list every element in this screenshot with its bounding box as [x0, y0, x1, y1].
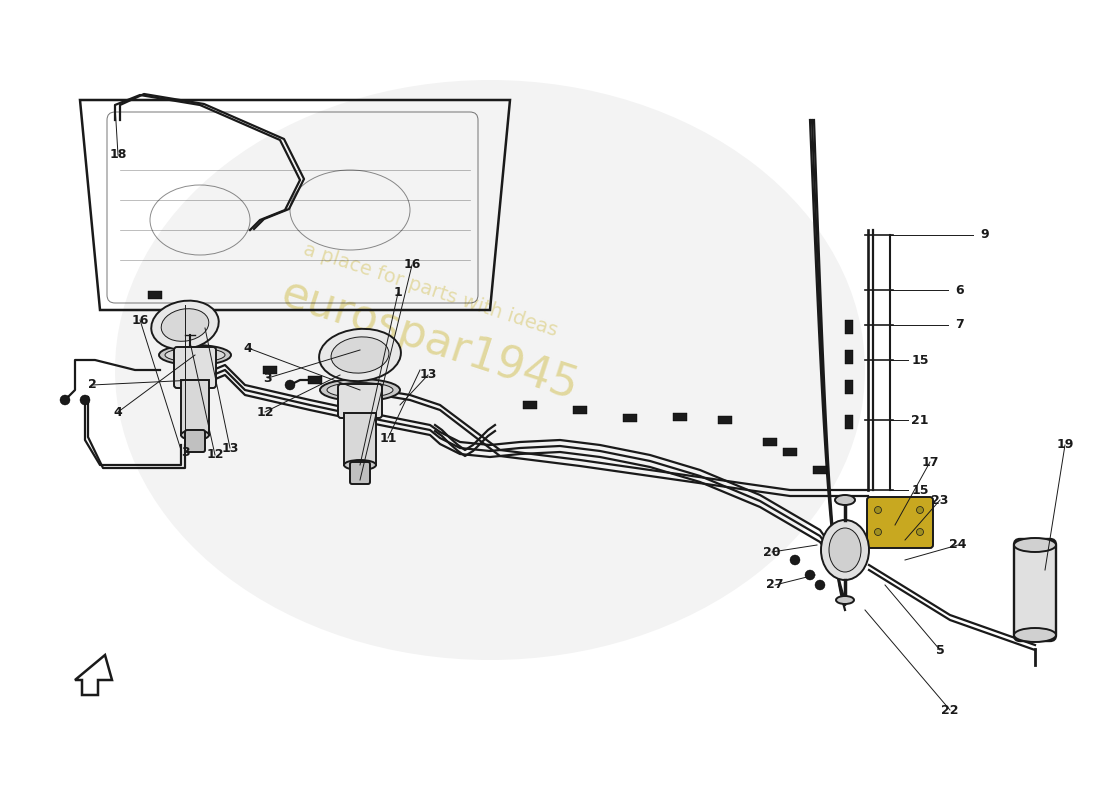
Ellipse shape: [1014, 628, 1056, 642]
Text: 4: 4: [113, 406, 122, 418]
Ellipse shape: [319, 329, 400, 381]
FancyBboxPatch shape: [338, 384, 382, 418]
Bar: [763, 438, 777, 446]
Text: 15: 15: [911, 483, 928, 497]
Ellipse shape: [165, 348, 226, 362]
Text: a place for parts with ideas: a place for parts with ideas: [300, 240, 560, 340]
Circle shape: [815, 580, 825, 590]
Circle shape: [285, 380, 295, 390]
Text: 3: 3: [180, 446, 189, 458]
Bar: [182, 380, 209, 435]
FancyBboxPatch shape: [1014, 539, 1056, 641]
Text: 7: 7: [956, 318, 965, 331]
Ellipse shape: [836, 596, 854, 604]
Bar: [522, 401, 537, 409]
Text: 24: 24: [949, 538, 967, 551]
Circle shape: [805, 570, 815, 580]
Ellipse shape: [162, 309, 209, 342]
Ellipse shape: [835, 495, 855, 505]
Text: 3: 3: [264, 371, 273, 385]
Text: 1: 1: [394, 286, 403, 299]
Text: 4: 4: [243, 342, 252, 354]
Ellipse shape: [1014, 538, 1056, 552]
Ellipse shape: [160, 345, 231, 365]
Bar: [573, 406, 587, 414]
Ellipse shape: [821, 520, 869, 580]
Ellipse shape: [116, 80, 865, 660]
FancyBboxPatch shape: [867, 497, 933, 548]
Circle shape: [790, 555, 800, 565]
Bar: [673, 413, 688, 421]
Circle shape: [916, 529, 924, 535]
Text: 12: 12: [256, 406, 274, 418]
Ellipse shape: [331, 337, 389, 373]
Text: 11: 11: [379, 431, 397, 445]
Bar: [813, 466, 827, 474]
Text: 16: 16: [131, 314, 149, 326]
FancyBboxPatch shape: [185, 430, 205, 452]
Text: 15: 15: [911, 354, 928, 366]
Circle shape: [916, 506, 924, 514]
Text: eurospar1945: eurospar1945: [276, 272, 584, 408]
Text: 12: 12: [207, 449, 223, 462]
Bar: [845, 320, 853, 334]
Text: 5: 5: [936, 643, 945, 657]
Circle shape: [874, 506, 881, 514]
Polygon shape: [75, 655, 112, 695]
Ellipse shape: [182, 430, 209, 440]
FancyBboxPatch shape: [350, 462, 370, 484]
Text: 18: 18: [109, 149, 126, 162]
Bar: [845, 380, 853, 394]
Text: 16: 16: [404, 258, 420, 271]
Bar: [783, 448, 798, 456]
Text: 21: 21: [911, 414, 928, 426]
Circle shape: [80, 395, 90, 405]
Ellipse shape: [152, 301, 219, 350]
Ellipse shape: [829, 528, 861, 572]
Circle shape: [60, 395, 70, 405]
Text: 17: 17: [922, 455, 938, 469]
Bar: [845, 350, 853, 364]
Bar: [623, 414, 637, 422]
Bar: [344, 413, 376, 465]
Bar: [845, 415, 853, 429]
Bar: [263, 366, 277, 374]
Text: 13: 13: [419, 369, 437, 382]
FancyBboxPatch shape: [174, 347, 216, 388]
Bar: [308, 376, 322, 384]
Text: 23: 23: [932, 494, 948, 506]
Text: 6: 6: [956, 283, 965, 297]
Bar: [718, 416, 732, 424]
Text: 20: 20: [763, 546, 781, 558]
Text: 27: 27: [767, 578, 783, 591]
Circle shape: [874, 529, 881, 535]
Bar: [148, 291, 162, 299]
Ellipse shape: [344, 460, 376, 470]
Ellipse shape: [320, 379, 400, 401]
Text: 19: 19: [1056, 438, 1074, 451]
Text: 13: 13: [221, 442, 239, 454]
Text: 2: 2: [88, 378, 97, 391]
Text: 9: 9: [981, 229, 989, 242]
Text: 22: 22: [942, 703, 959, 717]
Ellipse shape: [327, 382, 393, 398]
